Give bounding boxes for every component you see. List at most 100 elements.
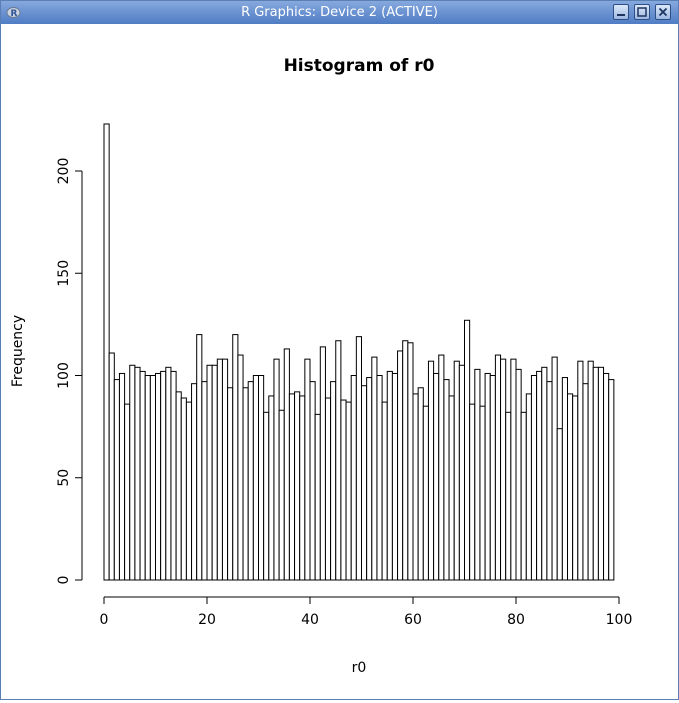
histogram-bar: [118, 372, 126, 581]
histogram-bar: [155, 372, 162, 581]
histogram-bar: [201, 381, 208, 581]
histogram-bar: [170, 370, 177, 581]
r-logo-icon: R: [6, 5, 21, 20]
histogram-bar: [361, 385, 368, 581]
histogram-bar: [525, 393, 532, 581]
histogram-bar: [273, 358, 280, 581]
y-tick-label: 150: [56, 260, 72, 287]
x-tick-label: 0: [100, 612, 109, 628]
histogram-bar: [561, 377, 568, 581]
histogram-bar: [149, 375, 157, 581]
histogram-bar: [505, 411, 512, 581]
histogram-bar: [582, 383, 589, 581]
histogram-bar: [345, 401, 352, 581]
histogram-bar: [211, 364, 218, 581]
x-tick-label: 100: [606, 612, 633, 628]
histogram-bar: [443, 379, 450, 581]
close-button[interactable]: [655, 4, 671, 20]
maximize-icon: [637, 7, 647, 17]
y-tick-label: 0: [56, 576, 72, 585]
histogram-bar: [536, 370, 543, 581]
histogram-bar: [422, 405, 429, 581]
histogram-bar: [278, 409, 285, 581]
histogram-bar: [304, 358, 311, 581]
histogram-bar: [546, 381, 553, 581]
histogram-bar: [484, 372, 491, 581]
x-axis: 0 20 40 60 80 100: [100, 596, 633, 628]
histogram-bar: [438, 354, 445, 581]
histogram-bar: [185, 401, 193, 581]
x-axis-label: r0: [352, 660, 367, 676]
y-axis-label: Frequency: [10, 315, 26, 387]
histogram-bar: [227, 387, 234, 581]
minimize-icon: [617, 14, 625, 16]
histogram-bar: [417, 387, 424, 581]
histogram-bar: [309, 381, 316, 581]
y-tick-label: 100: [56, 362, 72, 389]
histogram-bar: [572, 395, 579, 581]
histogram-bar: [124, 403, 131, 581]
histogram-bar: [180, 397, 187, 581]
y-tick-label: 200: [56, 158, 72, 185]
x-tick-label: 40: [301, 612, 319, 628]
histogram-bar: [324, 397, 332, 581]
histogram-bar: [242, 387, 249, 581]
histogram-bar: [371, 356, 378, 581]
histogram-bar: [252, 375, 260, 581]
title-bar[interactable]: R R Graphics: Device 2 (ACTIVE): [1, 1, 678, 24]
histogram-bar: [520, 411, 527, 581]
histogram-bar: [494, 354, 502, 581]
histogram-bar: [191, 383, 198, 581]
histogram-bar: [216, 358, 223, 581]
histogram-bar: [206, 364, 213, 581]
histogram-bar: [541, 366, 548, 581]
histogram-bar: [402, 340, 409, 581]
histogram-bar: [113, 379, 120, 581]
histogram-bar: [139, 370, 146, 581]
histogram-bar: [247, 381, 254, 581]
histogram-bar: [458, 364, 466, 581]
minimize-button[interactable]: [613, 4, 629, 20]
histogram-chart: Histogram of r0 r0 Frequency 0 20 40 60 80 10…: [10, 56, 633, 676]
histogram-bar: [515, 368, 522, 581]
histogram-bar: [283, 348, 290, 581]
histogram-bar: [355, 336, 363, 581]
svg-text:R: R: [11, 9, 18, 19]
histogram-bar: [469, 403, 476, 581]
histogram-bar: [556, 428, 563, 581]
histogram-bar: [427, 360, 435, 581]
close-icon: [658, 7, 668, 17]
histogram-bar: [108, 352, 115, 581]
histogram-bar: [381, 401, 388, 581]
histogram-bar: [314, 413, 321, 581]
histogram-bar: [577, 360, 584, 581]
histogram-bar: [165, 366, 172, 581]
histogram-bar: [288, 393, 296, 581]
histogram-bar: [453, 360, 460, 581]
histogram-bar: [134, 366, 141, 581]
histogram-bar: [608, 379, 615, 581]
histogram-bar: [397, 350, 404, 581]
histogram-bar: [592, 366, 599, 581]
histogram-bar: [268, 395, 275, 581]
histogram-bar: [103, 123, 110, 581]
histogram-bar: [319, 346, 326, 581]
histogram-bar: [366, 377, 373, 581]
histogram-bar: [263, 411, 270, 581]
chart-title: Histogram of r0: [284, 56, 435, 76]
histogram-bar: [407, 342, 414, 581]
histogram-bar: [597, 366, 605, 581]
histogram-bar: [294, 391, 301, 581]
maximize-button[interactable]: [634, 4, 650, 20]
histogram-bar: [391, 372, 399, 581]
histogram-bar: [464, 319, 471, 581]
histogram-bar: [160, 370, 167, 581]
histogram-bar: [376, 375, 383, 581]
histogram-bar: [335, 340, 342, 581]
histogram-bar: [232, 334, 239, 581]
histogram-bar: [221, 358, 229, 581]
histogram-bar: [237, 354, 244, 581]
histogram-bar: [567, 393, 574, 581]
histogram-bar: [350, 375, 357, 581]
histogram-bar: [510, 358, 517, 581]
